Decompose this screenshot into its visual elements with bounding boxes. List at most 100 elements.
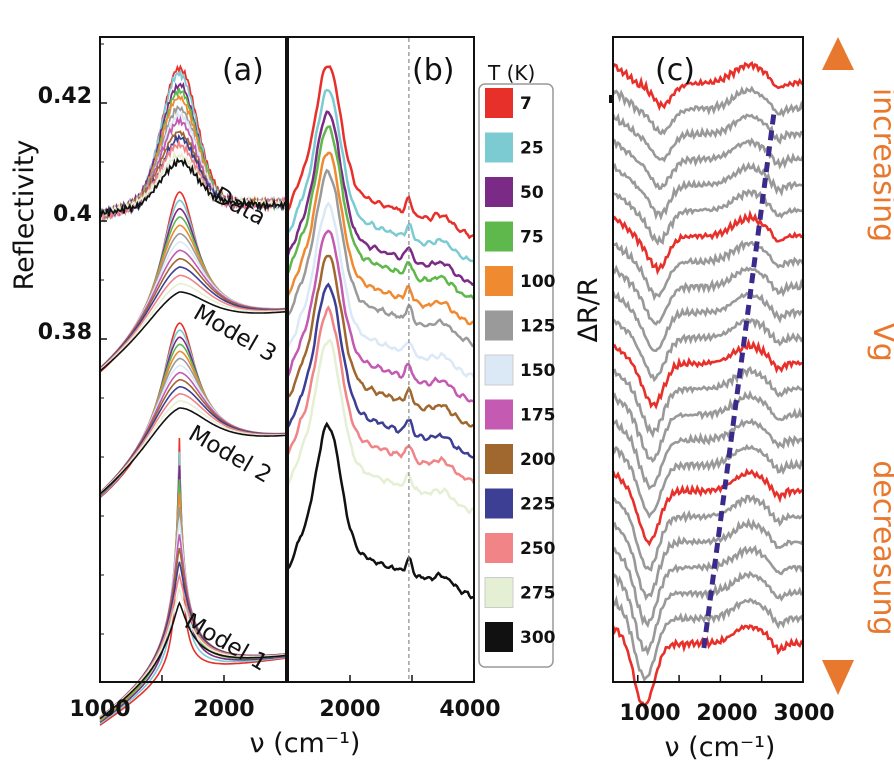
delta-trace-18 (612, 494, 805, 572)
spectrum-275K (286, 338, 474, 515)
legend-swatch-225K (485, 488, 513, 519)
model-1-curve-275K (99, 586, 287, 719)
legend-label-50K: 50 (520, 183, 544, 203)
legend-swatch-100K (485, 266, 513, 296)
delta-trace-16 (611, 443, 805, 520)
legend-label-150K: 150 (520, 361, 556, 381)
panel-c-curves (611, 61, 805, 710)
delta-trace-17 (611, 467, 804, 547)
decreasing-label: decreasung (866, 460, 894, 635)
model-3-curve-250K (99, 274, 286, 370)
model-2-curve-275K (99, 400, 286, 494)
x-tick-b-2000: 2000 (319, 697, 380, 722)
legend-label-75K: 75 (520, 228, 544, 248)
legend-swatch-300K (485, 622, 513, 652)
model-1-curve-25K (99, 451, 287, 725)
model-1-curve-300K (99, 601, 287, 720)
model-3-curve-225K (99, 266, 287, 370)
panel-c-frame (612, 36, 804, 683)
delta-trace-5 (612, 161, 804, 221)
spectrum-50K (286, 110, 475, 287)
x-tick-a-2000: 2000 (193, 697, 254, 722)
panel-a-label: (a) (222, 53, 264, 88)
spectrum-125K (286, 168, 475, 348)
model-2-curve-300K (99, 407, 287, 495)
legend-label-100K: 100 (520, 272, 556, 292)
model-2-curve-250K (99, 392, 286, 494)
vg-annotation: increasing Vg decreasung (822, 37, 894, 695)
delta-trace-3 (611, 112, 804, 163)
spectrum-225K (286, 282, 475, 459)
delta-trace-15 (612, 417, 805, 491)
legend-swatch-50K (485, 177, 513, 207)
x-axis-label-ab: ν (cm⁻¹) (250, 728, 361, 759)
legend-label-25K: 25 (520, 139, 544, 159)
x-tick-b-4000: 4000 (439, 697, 500, 722)
model-3-curve-300K (99, 291, 287, 372)
delta-trace-20 (612, 544, 805, 629)
legend-swatch-125K (485, 310, 513, 341)
panel-b-label: (b) (412, 53, 454, 88)
label-bg-up (830, 70, 870, 260)
label-data: Data (209, 182, 270, 231)
model-3-curve-275K (99, 282, 287, 371)
delta-trace-11 (612, 317, 805, 383)
spectrum-75K (286, 125, 476, 300)
delta-trace-1 (611, 61, 804, 112)
legend-label-275K: 275 (520, 584, 556, 604)
x-tick-c-1000: 1000 (619, 701, 680, 726)
vg-label: Vg (866, 322, 894, 362)
model-1-curve-7K (99, 437, 287, 726)
trend-dashed-line (701, 111, 777, 649)
legend-label-200K: 200 (520, 450, 556, 470)
y-tick-042: 0.42 (38, 84, 92, 109)
data-curve-300K (99, 157, 287, 218)
spectrum-250K (286, 305, 476, 485)
delta-trace-8 (612, 239, 805, 302)
legend-title: T (K) (487, 61, 535, 85)
legend-swatch-25K (485, 132, 513, 163)
delta-trace-23 (611, 624, 805, 710)
model-1-curve-75K (99, 479, 287, 722)
legend-label-175K: 175 (520, 406, 556, 426)
panel-c-label: (c) (655, 53, 695, 88)
legend-swatch-175K (485, 399, 513, 430)
spectrum-7K (286, 65, 475, 240)
panel-b-frame (287, 36, 475, 683)
panel-c-ticks (609, 95, 804, 682)
delta-trace-22 (611, 594, 805, 683)
spectrum-175K (286, 229, 475, 403)
y-tick-04: 0.4 (53, 202, 92, 227)
delta-trace-4 (612, 137, 805, 191)
legend-swatch-275K (484, 577, 514, 608)
panel-a-ticks (99, 43, 225, 682)
legend-swatch-7K (485, 88, 513, 118)
y-tick-038: 0.38 (38, 320, 92, 345)
spectrum-25K (287, 88, 474, 263)
legend-label-125K: 125 (520, 317, 556, 337)
x-tick-a-1000: 1000 (69, 697, 130, 722)
delta-trace-7 (612, 209, 804, 276)
legend-swatch-200K (485, 444, 513, 474)
delta-trace-2 (611, 85, 805, 136)
panel-b-curves (286, 65, 476, 600)
legend-label-300K: 300 (520, 628, 556, 648)
legend-label-225K: 225 (520, 495, 556, 515)
label-model-1: Model 1 (180, 609, 272, 677)
increasing-label: increasing (866, 88, 894, 242)
x-tick-c-2000: 2000 (696, 701, 757, 726)
legend-swatch-75K (485, 221, 513, 252)
legend-swatch-150K (484, 354, 514, 386)
legend-label-250K: 250 (520, 539, 556, 559)
delta-trace-9 (611, 264, 805, 326)
spectrum-150K (286, 201, 476, 378)
panel-a-curves (99, 64, 287, 726)
y-axis-label-a: Reflectivity (9, 140, 40, 291)
down-arrow-icon (822, 660, 854, 695)
y-tick-mark (609, 95, 613, 103)
x-axis-label-c: ν (cm⁻¹) (665, 732, 776, 763)
spectrum-300K (287, 421, 475, 600)
panel-b-ticks (287, 675, 475, 682)
spectrum-100K (286, 151, 475, 326)
